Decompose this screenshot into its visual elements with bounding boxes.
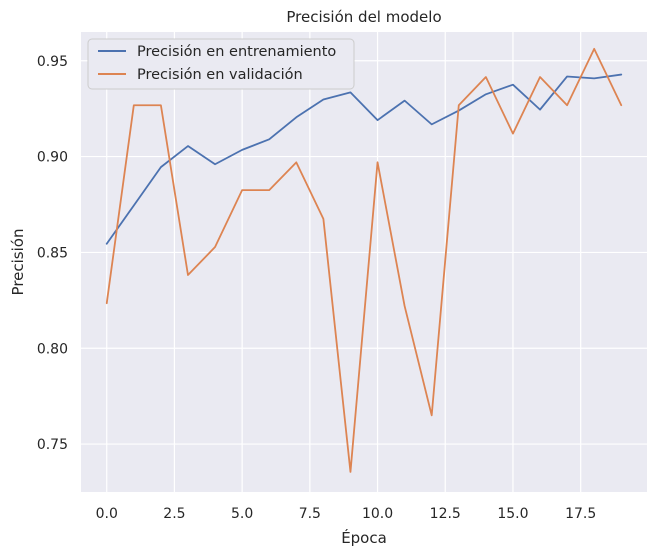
x-axis-label: Época — [341, 528, 387, 547]
legend: Precisión en entrenamiento Precisión en … — [87, 38, 355, 90]
y-tick-label: 0.85 — [37, 245, 68, 261]
x-tick-label: 7.5 — [299, 506, 321, 522]
legend-label-validation: Precisión en validación — [137, 67, 303, 83]
y-tick-label: 0.90 — [37, 150, 68, 166]
x-tick-label: 12.5 — [430, 506, 461, 522]
plot-area — [81, 32, 647, 492]
y-tick-labels: 0.75 0.80 0.85 0.90 0.95 — [37, 54, 68, 453]
y-tick-label: 0.95 — [37, 54, 68, 70]
y-tick-label: 0.75 — [37, 437, 68, 453]
x-tick-label: 17.5 — [565, 506, 596, 522]
y-axis-label: Precisión — [9, 229, 27, 296]
y-tick-label: 0.80 — [37, 341, 68, 357]
legend-box — [87, 38, 355, 90]
grid — [81, 32, 647, 492]
x-tick-label: 15.0 — [497, 506, 528, 522]
x-tick-label: 2.5 — [163, 506, 185, 522]
series-lines — [105, 47, 623, 473]
x-tick-label: 0.0 — [96, 506, 118, 522]
x-tick-label: 10.0 — [362, 506, 393, 522]
chart-title: Precisión del modelo — [286, 8, 441, 26]
x-tick-labels: 0.0 2.5 5.0 7.5 10.0 12.5 15.0 17.5 — [96, 506, 597, 522]
validation-line — [105, 47, 623, 473]
x-tick-label: 5.0 — [231, 506, 253, 522]
legend-label-training: Precisión en entrenamiento — [137, 44, 336, 60]
training-line — [105, 73, 623, 245]
